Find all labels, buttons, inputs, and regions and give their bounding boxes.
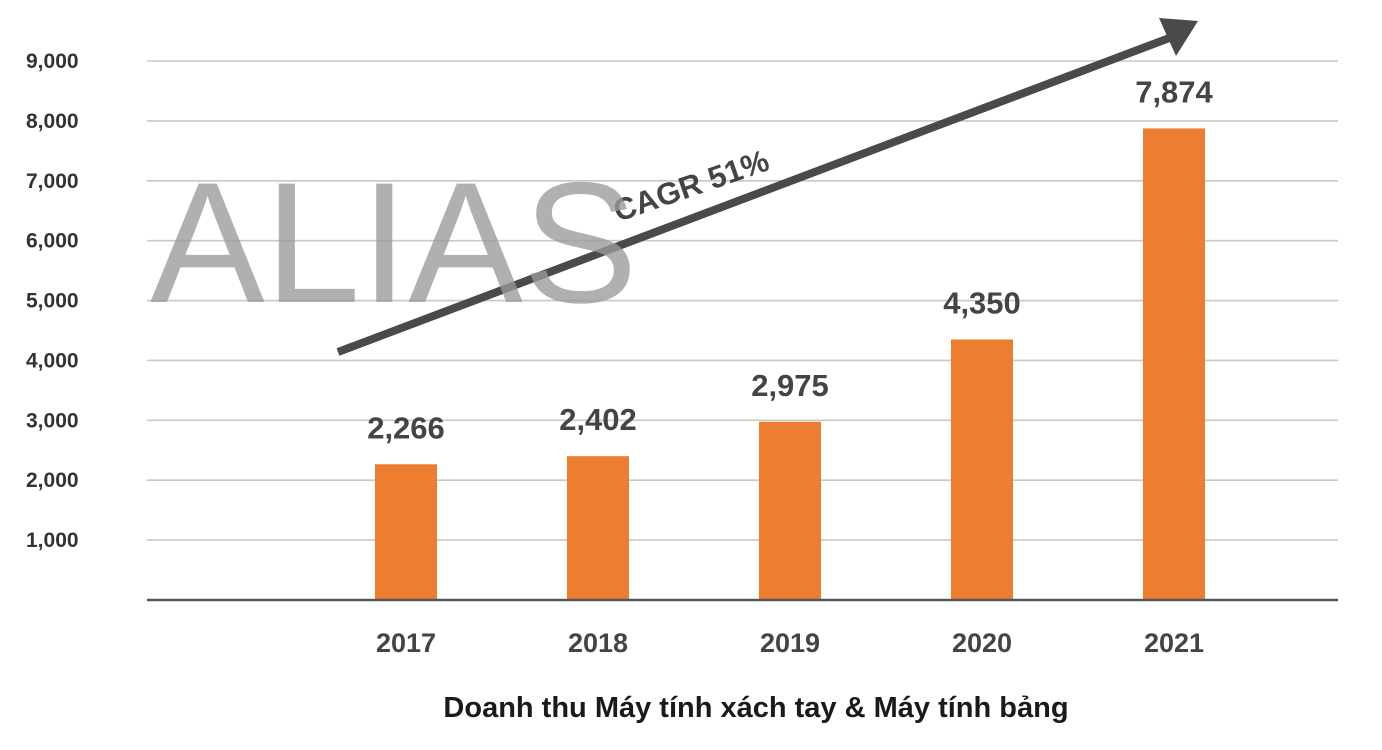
y-tick-label: 6,000 [26, 230, 79, 253]
data-label: 2,402 [559, 402, 637, 437]
data-labels: 2,266 2,402 2,975 4,350 7,874 [367, 74, 1213, 445]
data-label: 2,266 [367, 410, 445, 445]
bar-2021 [1143, 128, 1205, 601]
y-tick-label: 5,000 [26, 290, 79, 313]
x-tick-label: 2019 [760, 628, 820, 658]
gridlines [147, 60, 1338, 541]
bar-2017 [375, 464, 437, 600]
y-tick-label: 3,000 [26, 409, 79, 432]
y-tick-label: 2,000 [26, 469, 79, 492]
y-tick-label: 1,000 [26, 529, 79, 552]
bar-2018 [567, 456, 629, 600]
x-tick-label: 2018 [568, 628, 628, 658]
y-tick-label: 7,000 [26, 170, 79, 193]
arrow-head [1159, 18, 1198, 56]
x-tick-label: 2020 [952, 628, 1012, 658]
x-axis-label: Doanh thu Máy tính xách tay & Máy tính b… [443, 692, 1068, 724]
bar-2019 [759, 421, 821, 600]
y-axis-ticks: 1,000 2,000 3,000 4,000 5,000 6,000 7,000 8,000… [26, 50, 79, 552]
y-tick-label: 4,000 [26, 349, 79, 372]
data-label: 7,874 [1135, 74, 1213, 109]
data-label: 4,350 [943, 285, 1021, 320]
bars [375, 128, 1205, 601]
alias-watermark: ALIAS [150, 147, 638, 339]
cagr-trend-arrow [336, 18, 1198, 356]
y-tick-label: 8,000 [26, 110, 79, 133]
arrow-shaft [336, 33, 1174, 356]
y-tick-label: 9,000 [26, 50, 79, 73]
x-axis-ticks: 2017 2018 2019 2020 2021 [376, 628, 1204, 658]
data-label: 2,975 [751, 368, 829, 403]
x-tick-label: 2021 [1144, 628, 1204, 658]
x-tick-label: 2017 [376, 628, 436, 658]
bar-2020 [951, 339, 1013, 600]
